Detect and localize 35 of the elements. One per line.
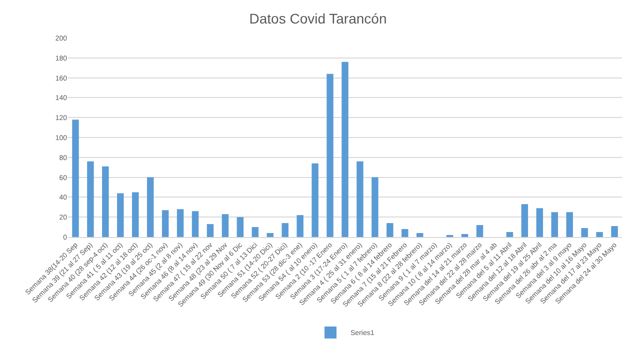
bar <box>146 177 154 237</box>
bar <box>596 232 603 237</box>
bar <box>72 120 79 237</box>
bar <box>162 210 169 237</box>
bar <box>506 232 514 237</box>
bar <box>117 193 124 237</box>
chart-title: Datos Covid Tarancón <box>249 10 387 27</box>
bar <box>476 225 484 237</box>
bar <box>236 217 244 237</box>
bar <box>521 204 528 237</box>
bar <box>312 163 318 237</box>
bar <box>386 223 394 237</box>
bar <box>611 226 618 237</box>
bar <box>581 228 588 237</box>
bar <box>566 212 573 237</box>
bar <box>206 224 214 237</box>
bar <box>252 227 259 237</box>
bar <box>266 233 274 237</box>
bar <box>356 161 364 237</box>
bar <box>192 211 199 237</box>
bar <box>296 215 304 237</box>
bar <box>551 212 558 237</box>
bar <box>326 74 334 237</box>
bar <box>222 214 229 237</box>
bar <box>536 208 544 237</box>
bar <box>416 233 424 237</box>
bar <box>342 62 348 237</box>
bar <box>87 161 94 237</box>
bar <box>282 223 288 237</box>
bar <box>102 166 109 237</box>
bar <box>132 192 139 237</box>
bar <box>461 234 468 237</box>
bar <box>372 177 378 237</box>
bar <box>176 209 184 237</box>
bar <box>402 229 408 237</box>
